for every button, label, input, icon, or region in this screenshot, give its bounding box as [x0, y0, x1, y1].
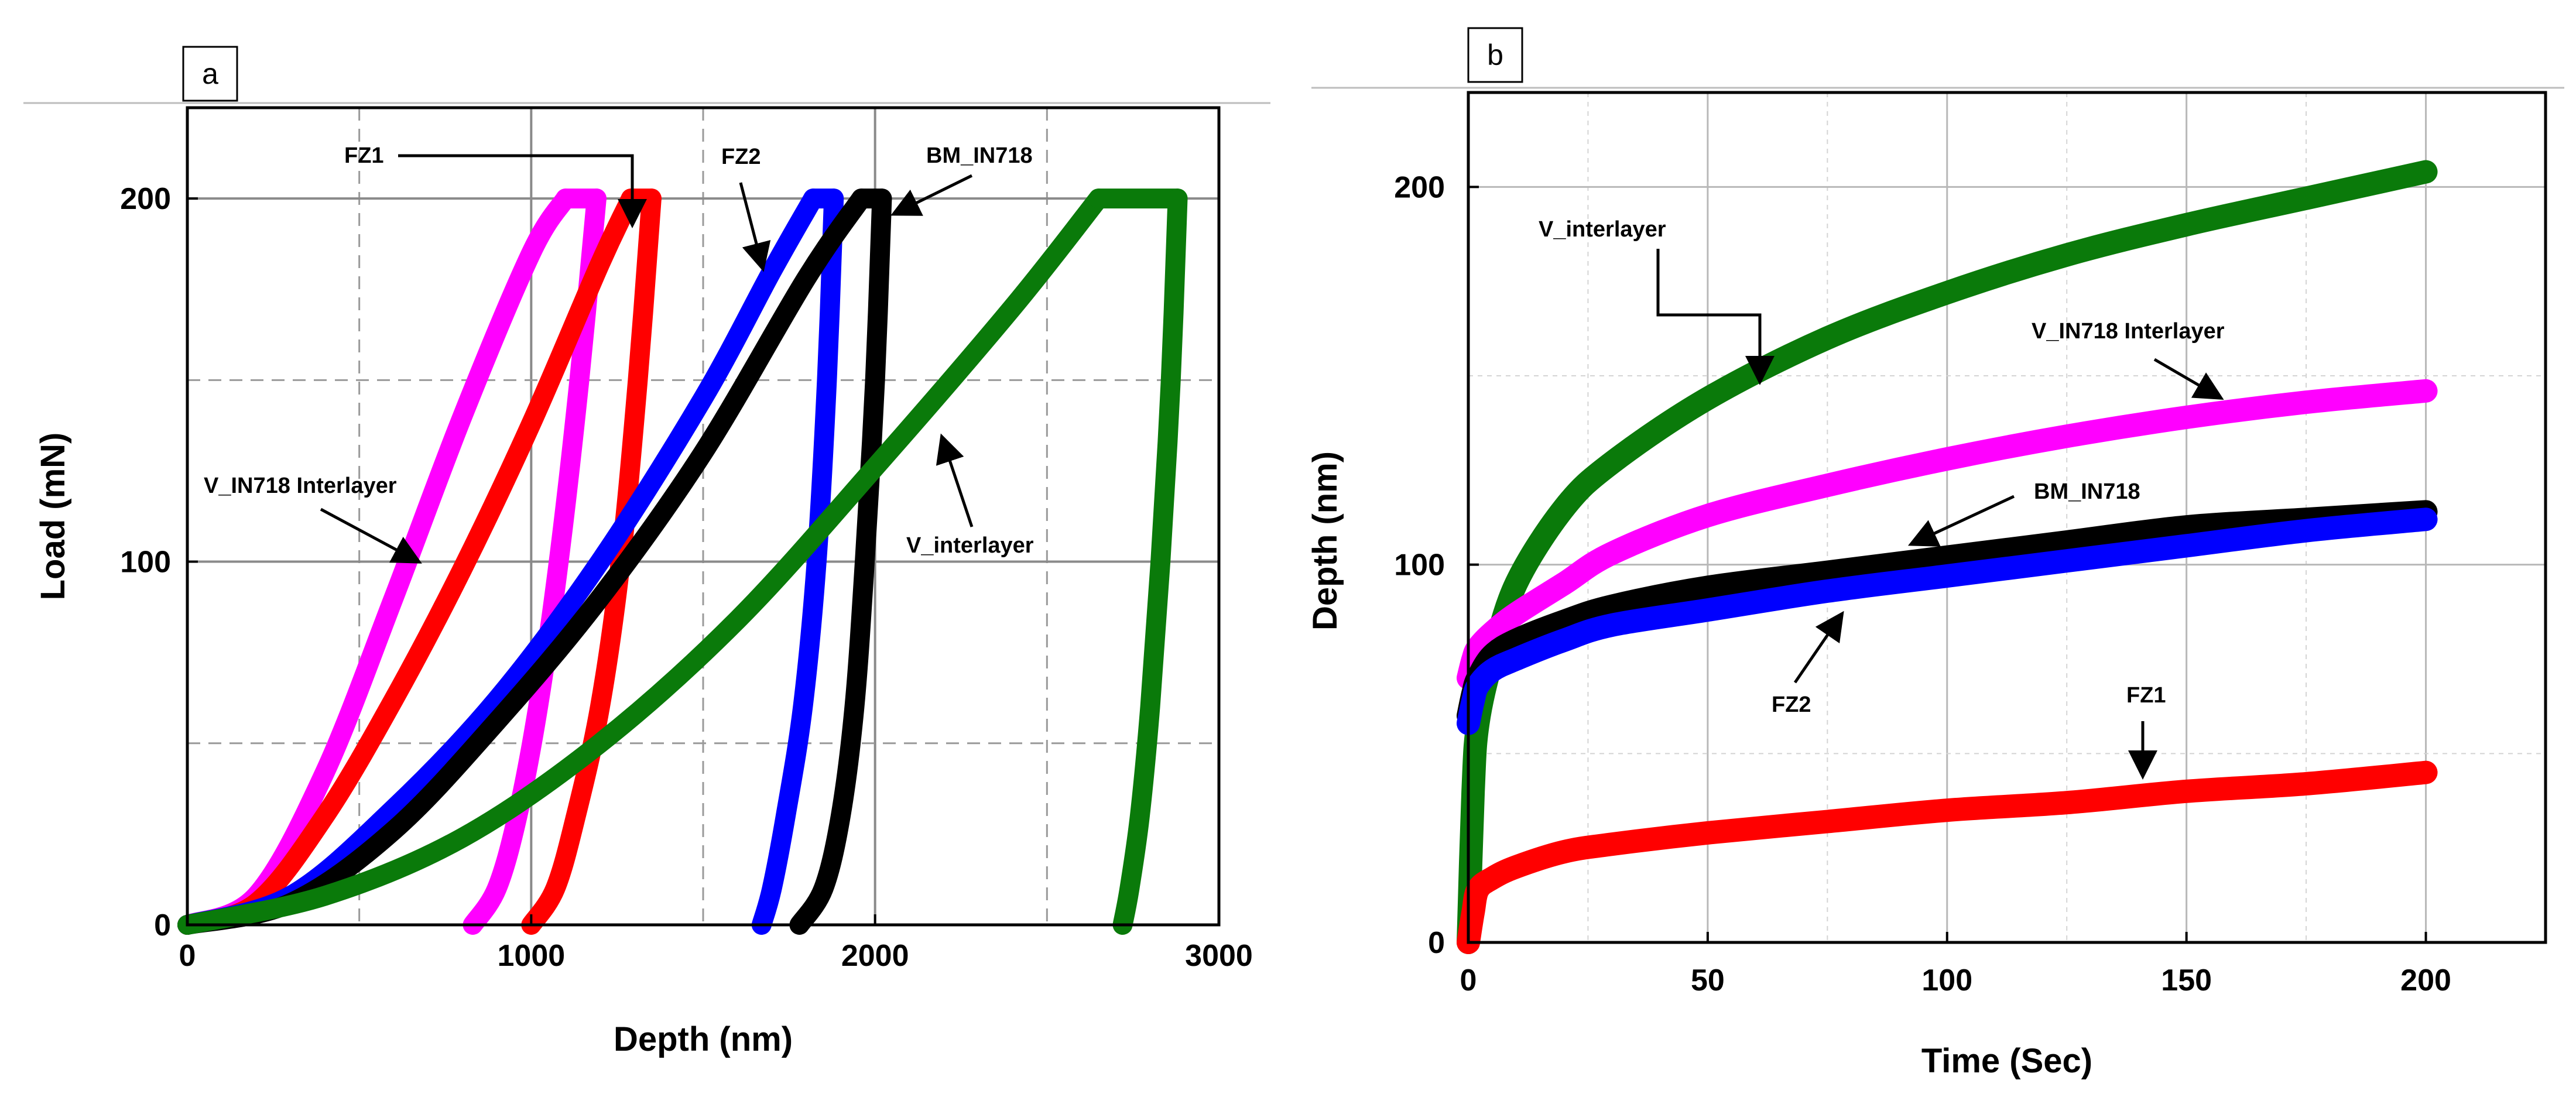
- panel-a-plot-frame: [186, 106, 1221, 927]
- y-tick-label: 100: [1394, 548, 1445, 582]
- x-tick-label: 2000: [841, 939, 909, 973]
- annotation-a-bm: BM_IN718: [926, 143, 1033, 168]
- series-bm-in718-unloading: [789, 188, 892, 935]
- panel-b-label-box: [1467, 27, 1523, 83]
- panel-a: a 0 1000 2000 3000 0 100 200 Depth (nm) Load (…: [23, 46, 1270, 1058]
- series-bm-in718: [1457, 500, 2438, 728]
- panel-a-label: a: [202, 57, 218, 90]
- annotation-a-vinter-arrow: [936, 433, 974, 527]
- annotation-b-bm: BM_IN718: [2034, 479, 2140, 504]
- annotation-b-vin718: V_IN718 Interlayer: [2032, 319, 2225, 344]
- annotation-b-fz1: FZ1: [2126, 683, 2166, 708]
- panel-a-ylabel: Load (mN): [34, 433, 72, 601]
- annotation-a-vin718-arrow: [320, 508, 422, 564]
- panel-a-ticks: 0 1000 2000 3000 0 100 200: [120, 182, 1253, 973]
- annotation-b-vinter-arrow: [1656, 249, 1775, 385]
- series-fz1-loading: [177, 188, 641, 935]
- series-v-interlayer-unloading: [1112, 188, 1188, 935]
- panel-a-xlabel: Depth (nm): [614, 1020, 793, 1058]
- annotation-b-bm-arrow: [1907, 495, 2015, 547]
- annotation-a-fz1-arrow: [398, 154, 647, 228]
- series-fz2-unloading: [751, 188, 844, 935]
- x-tick-label: 200: [2400, 963, 2451, 997]
- y-tick-label: 0: [1428, 926, 1445, 960]
- x-tick-label: 0: [179, 939, 196, 973]
- annotation-b-vinter: V_interlayer: [1539, 217, 1666, 242]
- y-tick-label: 0: [154, 908, 171, 942]
- annotation-a-bm-arrow: [890, 174, 973, 216]
- panel-b-label: b: [1487, 39, 1503, 71]
- annotation-b-fz2: FZ2: [1772, 692, 1811, 717]
- series-v-interlayer-loading: [177, 188, 1109, 935]
- panel-a-label-box: [182, 46, 238, 102]
- annotation-a-fz2-arrow: [739, 182, 771, 272]
- y-tick-label: 200: [120, 182, 171, 216]
- series-fz1-unloading: [521, 188, 662, 935]
- annotation-a-fz1: FZ1: [344, 143, 384, 168]
- series-v-interlayer: [177, 188, 1188, 935]
- x-tick-label: 150: [2161, 963, 2212, 997]
- x-tick-label: 3000: [1185, 939, 1253, 973]
- panel-b-xlabel: Time (Sec): [1921, 1042, 2092, 1080]
- panel-b-ylabel: Depth (nm): [1306, 451, 1344, 630]
- annotation-a-fz2: FZ2: [721, 145, 761, 169]
- annotation-b-vin718-arrow: [2153, 358, 2224, 400]
- series-fz1: [1457, 760, 2438, 954]
- y-tick-label: 200: [1394, 170, 1445, 204]
- x-tick-label: 0: [1460, 963, 1477, 997]
- x-tick-label: 50: [1691, 963, 1725, 997]
- annotation-a-vin718: V_IN718 Interlayer: [204, 474, 397, 498]
- series-v-in718-interlayer: [1457, 379, 2438, 690]
- panel-a-series: [177, 188, 1188, 935]
- annotation-b-fz2-arrow: [1793, 611, 1844, 684]
- series-fz2: [1457, 508, 2438, 735]
- x-tick-label: 100: [1921, 963, 1972, 997]
- y-tick-label: 100: [120, 546, 171, 579]
- x-tick-label: 1000: [497, 939, 565, 973]
- panel-b-series: [1457, 160, 2438, 954]
- annotation-a-vinter: V_interlayer: [906, 533, 1034, 558]
- panel-b: b 0 50 100 150 200 0 100 200 Time (Sec) Depth (…: [1306, 27, 2564, 1080]
- panel-b-plot-frame: [1467, 91, 2547, 944]
- panel-b-ticks: 0 50 100 150 200 0 100 200: [1394, 170, 2451, 997]
